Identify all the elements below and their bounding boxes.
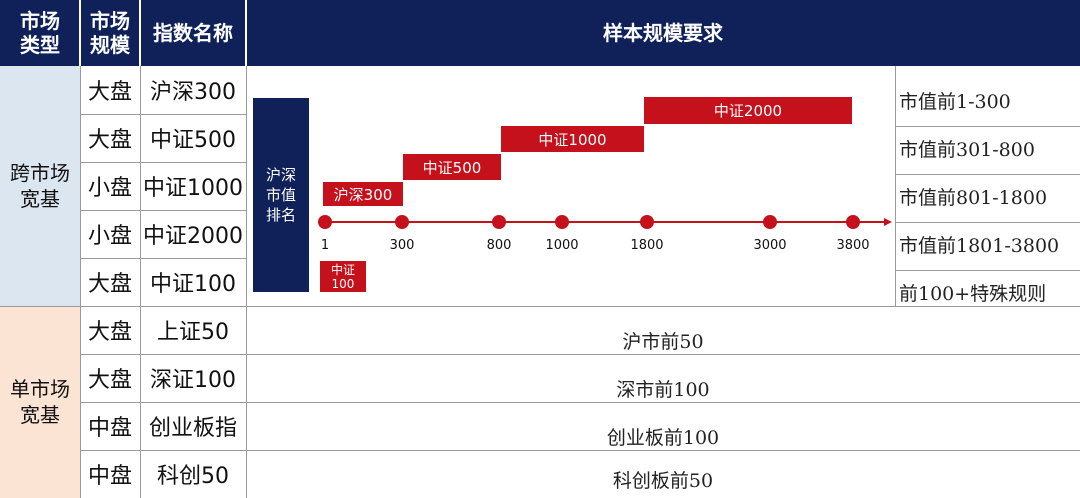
grid-line [895, 222, 1080, 223]
scale-cell: 中盘 [87, 464, 132, 489]
axis-dot [395, 215, 409, 229]
requirement-cell: 市值前801-1800 [899, 186, 1048, 209]
requirement-cell: 市值前1801-3800 [899, 234, 1060, 257]
scale-cell: 大盘 [87, 320, 132, 345]
header-divider [245, 0, 247, 66]
requirement-cell: 沪市前50 [622, 330, 704, 353]
scale-cell: 大盘 [87, 368, 132, 393]
axis-dot [763, 215, 777, 229]
grid-line [80, 114, 246, 115]
scale-cell: 大盘 [87, 80, 132, 105]
axis-tick-label: 3000 [753, 238, 787, 253]
axis-tick-label: 300 [389, 238, 415, 253]
grid-line [80, 354, 1080, 355]
rank-axis-label: 沪深 市值 排名 [253, 98, 309, 292]
bar-zz2000: 中证2000 [644, 97, 852, 124]
grid-line [80, 162, 246, 163]
grid-line [80, 402, 1080, 403]
grid-line [80, 210, 246, 211]
header-market-type: 市场 类型 [0, 0, 80, 66]
index-name-cell: 深证100 [150, 368, 236, 393]
grid-line [246, 66, 247, 498]
header-market-scale: 市场 规模 [80, 0, 140, 66]
bar-hs300: 沪深300 [323, 182, 403, 206]
header-divider [139, 0, 141, 66]
scale-cell: 小盘 [87, 224, 132, 249]
index-name-cell: 沪深300 [150, 80, 236, 105]
axis-dot [640, 215, 654, 229]
grid-line [895, 126, 1080, 127]
index-name-cell: 中证500 [150, 128, 236, 153]
header-divider [79, 0, 81, 66]
group-single-market: 单市场 宽基 [0, 306, 80, 498]
index-name-cell: 中证2000 [143, 224, 243, 249]
grid-line [140, 66, 141, 498]
axis-dot [318, 215, 332, 229]
group-cross-market: 跨市场 宽基 [0, 66, 80, 306]
grid-line [895, 66, 896, 306]
requirement-cell: 创业板前100 [606, 426, 720, 449]
requirement-cell: 深市前100 [616, 378, 710, 401]
axis-tick-label: 1000 [545, 238, 579, 253]
grid-line [0, 306, 1080, 307]
header-index-name: 指数名称 [140, 0, 246, 66]
header-sample-requirement: 样本规模要求 [246, 0, 1080, 66]
bar-zz500: 中证500 [403, 154, 501, 180]
grid-line [895, 174, 1080, 175]
index-name-cell: 上证50 [157, 320, 229, 345]
index-name-cell: 中证1000 [143, 176, 243, 201]
grid-line [895, 270, 1080, 271]
scale-cell: 小盘 [87, 176, 132, 201]
axis-tick-label: 800 [486, 238, 512, 253]
grid-line [80, 66, 81, 498]
bar-zz100: 中证 100 [320, 261, 366, 292]
grid-line [80, 258, 246, 259]
axis-tick-label: 1800 [630, 238, 664, 253]
bar-zz1000: 中证1000 [501, 126, 644, 152]
scale-cell: 大盘 [87, 272, 132, 297]
axis-dot [846, 215, 860, 229]
requirement-cell: 前100+特殊规则 [899, 282, 1047, 305]
requirement-cell: 市值前1-300 [899, 90, 1011, 113]
scale-cell: 中盘 [87, 416, 132, 441]
index-name-cell: 创业板指 [148, 416, 237, 441]
axis-dot [492, 215, 506, 229]
requirement-cell: 科创板前50 [612, 469, 714, 492]
axis-tick-label: 1 [320, 238, 330, 253]
axis-dot [555, 215, 569, 229]
index-name-cell: 科创50 [157, 464, 229, 489]
axis-tick-label: 3800 [836, 238, 870, 253]
index-name-cell: 中证100 [150, 272, 236, 297]
scale-cell: 大盘 [87, 128, 132, 153]
grid-line [80, 450, 1080, 451]
requirement-cell: 市值前301-800 [899, 138, 1035, 161]
